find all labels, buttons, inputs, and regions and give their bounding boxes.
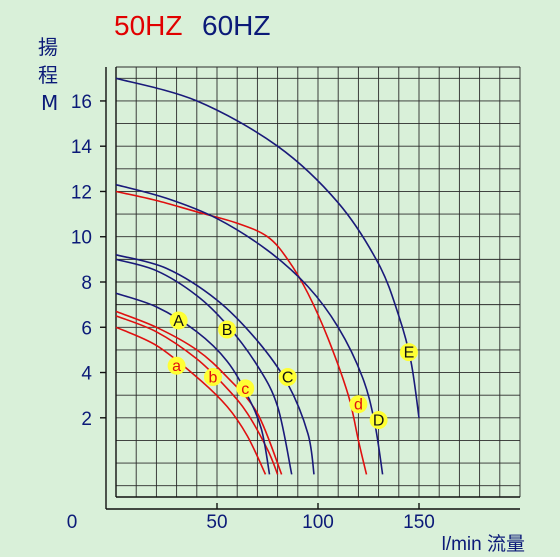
curve-a-50hz bbox=[115, 326, 267, 475]
marker-label: E bbox=[404, 345, 415, 362]
x-axis-label: l/min 流量 bbox=[442, 533, 525, 555]
marker-A: A bbox=[169, 311, 188, 330]
ylabel-line-3: M bbox=[41, 91, 58, 115]
y-tick-label: 12 bbox=[71, 182, 92, 203]
marker-label: D bbox=[373, 413, 385, 430]
x-tick-label: 100 bbox=[302, 512, 334, 533]
marker-label: B bbox=[222, 322, 233, 339]
marker-circle bbox=[278, 368, 297, 387]
tick-labels: 2 4 6 8 10 12 14 16 50 100 150 bbox=[71, 92, 435, 533]
marker-E: E bbox=[399, 343, 418, 362]
y-tick-label: 2 bbox=[81, 409, 92, 430]
x-tick-label: 150 bbox=[403, 512, 435, 533]
y-tick-label: 4 bbox=[81, 364, 92, 385]
marker-c: c bbox=[236, 379, 255, 398]
curve-d-50hz bbox=[115, 190, 368, 475]
marker-circle bbox=[369, 411, 388, 430]
curve-B-60hz bbox=[115, 258, 293, 475]
marker-circle bbox=[236, 379, 255, 398]
curve-A-60hz bbox=[115, 292, 271, 475]
marker-label: b bbox=[209, 370, 218, 387]
marker-D: D bbox=[369, 411, 388, 430]
ylabel-line-1: 揚 bbox=[38, 35, 58, 59]
y-tick-label: 10 bbox=[71, 228, 92, 249]
y-tick-label: 8 bbox=[81, 273, 92, 294]
marker-label: A bbox=[173, 313, 184, 330]
y-tick-label: 14 bbox=[71, 137, 93, 158]
marker-b: b bbox=[203, 368, 222, 387]
x-tick-label: 50 bbox=[206, 512, 227, 533]
title-50hz: 50HZ bbox=[114, 10, 182, 41]
marker-C: C bbox=[278, 368, 297, 387]
marker-d: d bbox=[349, 395, 368, 414]
marker-a: a bbox=[167, 356, 186, 375]
curve-markers: A B C D Ea b c d bbox=[167, 311, 418, 430]
curve-C-60hz bbox=[115, 254, 315, 475]
marker-circle bbox=[169, 311, 188, 330]
curve-b-50hz bbox=[115, 315, 279, 475]
marker-label: a bbox=[172, 358, 181, 375]
y-tick-label: 6 bbox=[81, 318, 92, 339]
marker-circle bbox=[203, 368, 222, 387]
marker-label: C bbox=[282, 370, 294, 387]
ylabel-line-2: 程 bbox=[38, 63, 58, 87]
marker-circle bbox=[218, 320, 237, 339]
curve-D-60hz bbox=[115, 183, 384, 475]
marker-label: c bbox=[241, 381, 249, 398]
curve-c-50hz bbox=[115, 310, 283, 475]
title-60hz: 60HZ bbox=[202, 10, 270, 41]
marker-circle bbox=[399, 343, 418, 362]
y-tick-label: 16 bbox=[71, 92, 92, 113]
marker-B: B bbox=[218, 320, 237, 339]
curve-E-60hz bbox=[115, 77, 420, 418]
marker-circle bbox=[349, 395, 368, 414]
marker-label: d bbox=[354, 397, 363, 414]
axes bbox=[100, 67, 520, 510]
x-origin-label: 0 bbox=[67, 512, 78, 533]
marker-circle bbox=[167, 356, 186, 375]
